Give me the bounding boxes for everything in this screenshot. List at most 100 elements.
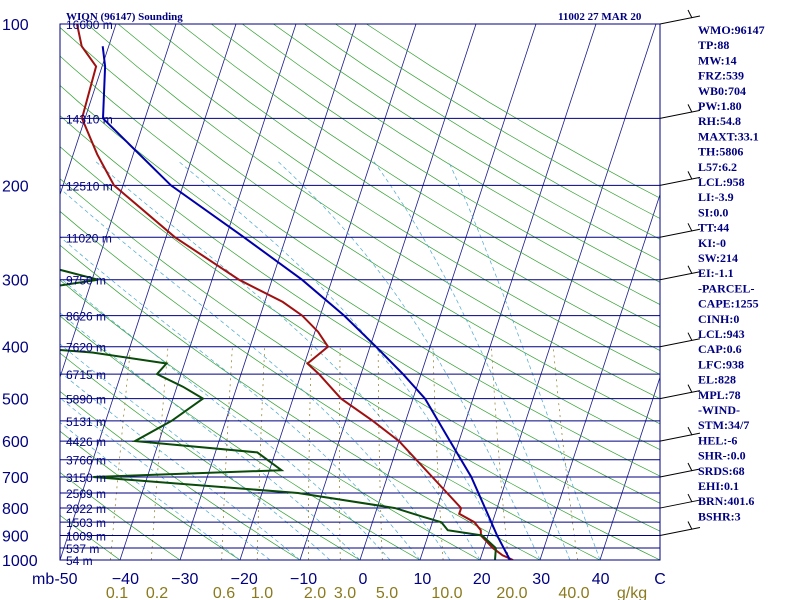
index-item: MPL:78 xyxy=(698,388,741,402)
moist-adiabat-line xyxy=(60,277,391,560)
wind-barb-flag xyxy=(687,265,693,274)
height-label: 11020 m xyxy=(66,231,112,245)
wind-barb xyxy=(659,432,701,442)
mixing-ratio-label: 3.0 xyxy=(334,585,356,600)
index-item: MW:14 xyxy=(698,53,737,67)
wind-barb-flag xyxy=(687,104,693,113)
wind-barb-flag xyxy=(687,9,693,19)
mixing-ratio-line xyxy=(339,346,341,560)
height-label: 12510 m xyxy=(66,179,113,193)
isotherm-line xyxy=(60,24,117,196)
temperature-tick-label: 30 xyxy=(532,571,550,588)
mixing-ratio-label: 40.0 xyxy=(558,585,589,600)
moist-adiabat-line xyxy=(60,421,241,560)
index-item: PW:1.80 xyxy=(698,99,742,113)
pressure-tick-label: 800 xyxy=(2,501,29,518)
mixing-ratio-label: 0.1 xyxy=(106,585,128,600)
pressure-unit-label: mb xyxy=(32,571,54,588)
height-label: 3766 m xyxy=(66,454,106,468)
index-item: WB0:704 xyxy=(698,84,746,98)
wind-barb xyxy=(659,15,701,25)
temperature-tick-label: −10 xyxy=(290,571,317,588)
pressure-tick-label: 700 xyxy=(2,470,29,487)
pressure-tick-label: 400 xyxy=(2,340,29,357)
pressure-tick-label: 600 xyxy=(2,434,29,451)
temperature-tick-label: −20 xyxy=(231,571,258,588)
temperature-tick-label: 40 xyxy=(592,571,610,588)
height-label: 14310 m xyxy=(66,112,113,126)
height-label: 2569 m xyxy=(66,487,106,501)
mixing-ratio-line xyxy=(221,346,233,560)
index-item: CINH:0 xyxy=(698,312,739,326)
mixing-ratio-label: 0.2 xyxy=(146,585,168,600)
wind-barb-flag xyxy=(687,171,693,180)
sounding-line-2 xyxy=(60,268,497,560)
height-label: 1503 m xyxy=(66,516,106,530)
wind-barb-flag xyxy=(687,384,693,393)
index-item: STM:34/7 xyxy=(698,418,749,432)
index-item: EL:828 xyxy=(698,373,736,387)
index-item: LFC:938 xyxy=(698,357,744,371)
index-item: L57:6.2 xyxy=(698,160,737,174)
mixing-ratio-line xyxy=(552,346,579,560)
moist-adiabat-line xyxy=(60,312,361,560)
index-item: EHI:0.1 xyxy=(698,479,739,493)
mixing-ratio-line xyxy=(110,346,131,560)
index-item: TP:88 xyxy=(698,38,729,52)
temperature-tick-label: −40 xyxy=(112,571,139,588)
index-item: SW:214 xyxy=(698,251,738,265)
temperature-tick-label: 20 xyxy=(473,571,491,588)
pressure-tick-label: 200 xyxy=(2,178,29,195)
height-label: 6715 m xyxy=(66,368,106,382)
temperature-tick-label: 0 xyxy=(359,571,368,588)
wind-barb xyxy=(659,338,701,348)
moist-adiabat-line xyxy=(447,160,601,560)
pressure-tick-label: 100 xyxy=(2,17,29,34)
mixing-ratio-line xyxy=(308,346,312,560)
index-item: SRDS:68 xyxy=(698,464,745,478)
valid-time: 11002 27 MAR 20 xyxy=(558,11,642,23)
mixing-ratio-label: 10.0 xyxy=(431,585,462,600)
height-label: 54 m xyxy=(66,554,93,568)
index-item: -WIND- xyxy=(698,403,740,417)
dry-adiabat-line xyxy=(60,352,361,560)
index-item: HEL:-6 xyxy=(698,433,737,447)
moist-adiabat-line xyxy=(373,160,571,560)
mixing-ratio-label: 0.6 xyxy=(213,585,235,600)
isotherm-line xyxy=(119,24,297,560)
mixing-ratio-label: g/kg xyxy=(617,585,647,600)
height-label: 8626 m xyxy=(66,310,106,324)
wind-barb xyxy=(659,109,701,119)
wind-barb xyxy=(659,176,701,186)
wind-barb-flag xyxy=(687,223,693,232)
index-item: WMO:96147 xyxy=(698,23,765,37)
temperature-tick-label: C xyxy=(654,571,666,588)
plot-frame xyxy=(59,23,661,561)
wind-barb xyxy=(659,526,701,536)
height-label: 9750 m xyxy=(66,274,106,288)
index-item: MAXT:33.1 xyxy=(698,129,759,143)
index-item: FRZ:539 xyxy=(698,69,744,83)
pressure-tick-label: 500 xyxy=(2,392,29,409)
temperature-tick-label: -50 xyxy=(54,571,77,588)
wind-barb xyxy=(659,271,701,281)
station-title: WIQN (96147) Sounding xyxy=(66,11,183,23)
height-label: 7620 m xyxy=(66,341,106,355)
wind-barb xyxy=(659,499,701,509)
isotherm-line xyxy=(179,24,357,560)
mixing-ratio-line xyxy=(432,346,444,560)
index-item: EI:-1.1 xyxy=(698,266,734,280)
temperature-tick-label: 10 xyxy=(414,571,432,588)
sounding-line-3 xyxy=(101,46,511,560)
index-item: CAP:0.6 xyxy=(698,342,742,356)
wind-barb xyxy=(659,228,701,238)
index-item: TH:5806 xyxy=(698,145,743,159)
temperature-tick-label: −30 xyxy=(171,571,198,588)
isotherm-line xyxy=(60,24,237,560)
mixing-ratio-label: 5.0 xyxy=(376,585,398,600)
moist-adiabat-line xyxy=(60,236,421,560)
pressure-tick-label: 900 xyxy=(2,528,29,545)
pressure-tick-label: 1000 xyxy=(2,553,38,570)
isotherm-line xyxy=(419,24,597,560)
index-item: BRN:401.6 xyxy=(698,494,754,508)
